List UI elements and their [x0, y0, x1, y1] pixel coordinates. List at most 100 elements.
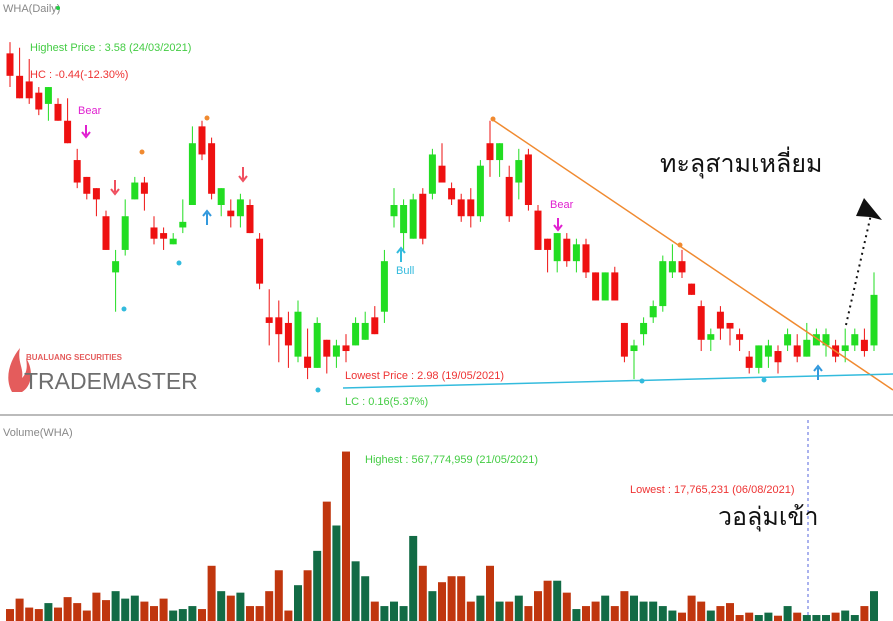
volume-bar: [447, 576, 456, 621]
volume-bar: [438, 582, 446, 621]
candle-body: [870, 294, 878, 346]
volume-bar: [361, 576, 370, 621]
volume-bar: [284, 610, 293, 621]
volume-bar: [390, 601, 398, 621]
candle-body: [524, 154, 532, 205]
candle-body: [390, 205, 398, 217]
bear-arrow: [81, 125, 91, 139]
candle-body: [140, 182, 148, 194]
volume-bar: [668, 610, 677, 621]
candle-body: [659, 261, 667, 307]
candle-body: [217, 188, 225, 205]
candle-body: [784, 334, 792, 346]
trough-dot: [121, 306, 127, 312]
volume-bar: [735, 615, 744, 621]
dotted-arrow: [845, 209, 873, 326]
candle-body: [457, 199, 465, 217]
buy-arrow: [202, 209, 212, 225]
title-dot: [56, 6, 60, 10]
volume-bar: [553, 580, 562, 621]
volume-bar: [831, 612, 840, 621]
volume-bar: [380, 606, 389, 621]
volume-bar: [54, 607, 62, 621]
volume-bar: [418, 565, 427, 621]
volume-bar: [188, 606, 197, 621]
annotation: HC : -0.44(-12.30%): [30, 69, 128, 81]
volume-bar: [102, 600, 110, 621]
candle-body: [438, 165, 446, 183]
candle-body: [812, 334, 820, 346]
candle-body: [83, 176, 91, 194]
buy-arrow: [813, 364, 823, 380]
candle-body: [332, 345, 340, 357]
trough-dot: [315, 387, 321, 393]
candle-body: [428, 154, 436, 194]
annotation: วอลุ่มเข้า: [718, 502, 819, 532]
volume-bar: [476, 595, 485, 621]
volume-title: Volume(WHA): [3, 427, 73, 439]
annotation: ทะลุสามเหลี่ยม: [660, 146, 822, 179]
candle-body: [44, 87, 52, 104]
volume-bar: [159, 598, 168, 621]
candle-body: [323, 339, 331, 357]
candle-body: [496, 143, 504, 161]
candle-body: [304, 356, 312, 368]
volume-bar: [111, 591, 120, 621]
peak-dot: [204, 115, 210, 121]
logo-product: TRADEMASTER: [24, 368, 198, 394]
volume-bar: [25, 607, 34, 621]
candle-body: [371, 317, 379, 335]
candle-body: [822, 334, 830, 346]
volume-bar: [265, 591, 274, 621]
volume-bar: [764, 612, 773, 621]
candle-body: [448, 188, 456, 200]
candle-body: [688, 283, 696, 295]
volume-bar: [754, 615, 763, 621]
candle-body: [726, 322, 734, 329]
volume-bar: [774, 615, 782, 621]
trough-dot: [176, 260, 182, 266]
candle-body: [188, 143, 196, 205]
sell-arrow: [110, 180, 120, 196]
volume-bar: [140, 601, 149, 621]
candle-body: [313, 322, 321, 368]
candle-body: [764, 345, 772, 357]
support-line: [342, 373, 893, 389]
volume-bar: [716, 606, 725, 621]
volume-bar: [850, 615, 859, 621]
volume-bar: [514, 595, 523, 621]
candle-body: [112, 261, 120, 273]
candle-body: [169, 238, 177, 245]
volume-bar: [841, 610, 850, 621]
candle-body: [208, 143, 216, 194]
candle-body: [131, 182, 139, 200]
volume-bar: [543, 580, 552, 621]
volume-bar: [178, 609, 187, 621]
volume-bar: [572, 609, 581, 621]
candle-body: [256, 238, 264, 284]
volume-bar: [524, 606, 533, 621]
candle-body: [534, 210, 542, 250]
candle-body: [419, 193, 427, 239]
candle-body: [246, 205, 254, 234]
candle-body: [793, 345, 801, 357]
volume-bar: [534, 591, 542, 621]
volume-bar: [313, 550, 322, 621]
volume-bar: [860, 606, 869, 621]
volume-bar: [226, 595, 235, 621]
markers: [81, 115, 823, 393]
candle-body: [486, 143, 494, 161]
candle-body: [592, 272, 600, 301]
logo-flame: [8, 348, 31, 392]
peak-dot: [677, 242, 683, 248]
volume-bar: [562, 592, 571, 621]
candle-body: [294, 311, 302, 357]
volume-bar: [169, 610, 178, 621]
volume-bar: [342, 451, 350, 621]
volume-bar: [610, 606, 619, 621]
volume-bar: [466, 601, 475, 621]
candle-body: [6, 53, 14, 76]
volume-bar: [428, 591, 437, 621]
candle-body: [553, 233, 561, 262]
volume-bar: [322, 501, 331, 621]
